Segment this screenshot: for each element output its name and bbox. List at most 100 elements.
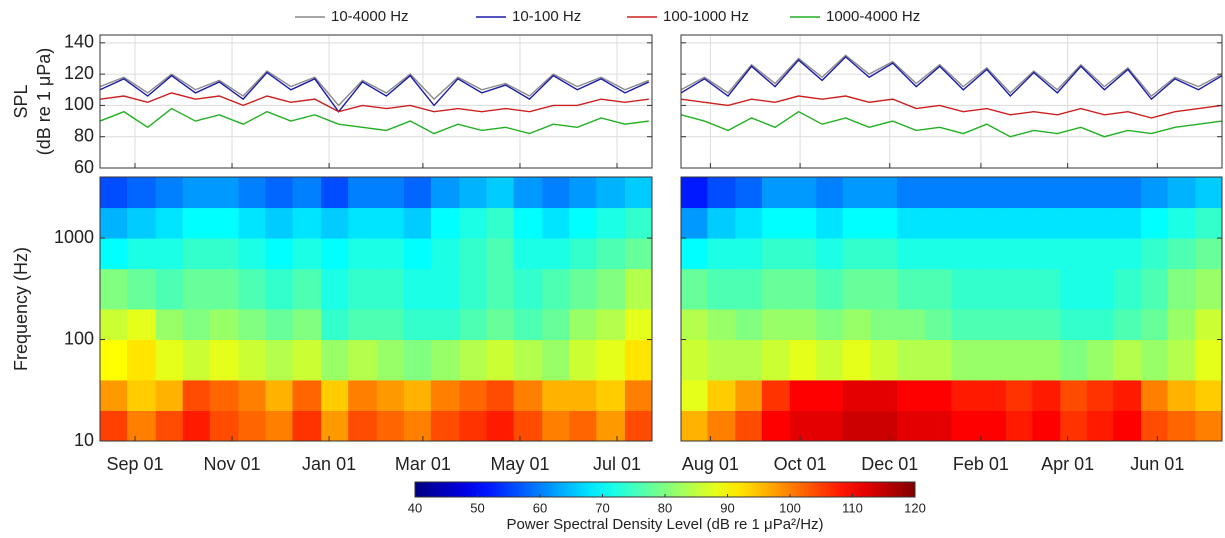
- heat-cell: [842, 207, 872, 239]
- y-axis-label: (dB re 1 μPa): [34, 48, 54, 155]
- heat-cell: [596, 268, 626, 310]
- x-tick-label: Jun 01: [1130, 454, 1184, 474]
- heat-cell: [265, 339, 293, 381]
- heat-cell: [870, 379, 898, 411]
- legend-label: 10-100 Hz: [512, 8, 581, 25]
- heat-cell: [569, 410, 597, 441]
- heat-cell: [430, 268, 461, 310]
- heat-cell: [1195, 207, 1222, 239]
- heat-cell: [842, 177, 872, 209]
- y-axis-label: SPL: [11, 84, 31, 118]
- heat-cell: [513, 309, 543, 341]
- heat-cell: [707, 177, 736, 209]
- heat-cell: [265, 207, 293, 239]
- heat-cell: [951, 207, 979, 239]
- heat-cell: [897, 207, 926, 239]
- heat-cell: [430, 339, 461, 381]
- heat-cell: [735, 309, 763, 341]
- heat-cell: [870, 207, 898, 239]
- heat-cell: [624, 268, 652, 310]
- heat-cell: [735, 238, 763, 270]
- heat-cell: [209, 379, 239, 411]
- heat-cell: [1032, 268, 1061, 310]
- series-line: [681, 55, 1222, 101]
- heat-cell: [155, 238, 184, 270]
- heat-cell: [1113, 379, 1142, 411]
- heat-cell: [1141, 410, 1169, 441]
- y-axis-label: Frequency (Hz): [11, 247, 31, 371]
- heat-cell: [182, 379, 211, 411]
- heat-cell: [127, 238, 157, 270]
- heat-cell: [624, 379, 652, 411]
- heat-cell: [596, 309, 626, 341]
- heat-cell: [1113, 207, 1142, 239]
- heat-cell: [403, 177, 432, 209]
- heat-cell: [681, 339, 708, 381]
- heat-cell: [321, 309, 349, 341]
- heat-cell: [155, 410, 184, 441]
- heat-cell: [925, 207, 952, 239]
- colorbar-tick-label: 40: [408, 500, 422, 515]
- heat-cell: [1195, 309, 1222, 341]
- heat-cell: [155, 207, 184, 239]
- heat-cell: [1032, 339, 1061, 381]
- heat-cell: [459, 177, 488, 209]
- heat-cell: [182, 309, 211, 341]
- x-tick-label: Jul 01: [593, 454, 641, 474]
- heat-cell: [1060, 238, 1088, 270]
- heat-cell: [542, 339, 570, 381]
- heat-cell: [100, 410, 128, 441]
- heat-cell: [1032, 207, 1061, 239]
- heat-cell: [513, 379, 543, 411]
- axes-frame: [99, 34, 653, 169]
- heat-cell: [596, 339, 626, 381]
- colorbar-tick-label: 60: [533, 500, 547, 515]
- heat-cell: [842, 309, 872, 341]
- heat-cell: [376, 207, 405, 239]
- heat-cell: [209, 339, 239, 381]
- heat-cell: [265, 268, 293, 310]
- heat-cell: [238, 339, 266, 381]
- heat-cell: [977, 339, 1007, 381]
- heat-cell: [1195, 268, 1222, 310]
- heat-cell: [127, 410, 157, 441]
- heat-cell: [1141, 339, 1169, 381]
- heat-cell: [542, 309, 570, 341]
- axes-frame: [680, 34, 1223, 169]
- heat-cell: [542, 238, 570, 270]
- heat-cell: [209, 268, 239, 310]
- heat-cell: [1005, 309, 1033, 341]
- heat-cell: [870, 177, 898, 209]
- heat-cell: [292, 309, 322, 341]
- colorbar-tick-label: 100: [779, 500, 801, 515]
- heat-cell: [681, 268, 708, 310]
- heat-cell: [403, 339, 432, 381]
- colorbar-tick-label: 50: [470, 500, 484, 515]
- series-line: [100, 70, 650, 107]
- heat-cell: [681, 410, 708, 441]
- heat-cell: [1167, 379, 1197, 411]
- heat-cell: [100, 379, 128, 411]
- heat-cell: [789, 339, 817, 381]
- heat-cell: [265, 309, 293, 341]
- heat-cell: [1005, 207, 1033, 239]
- heat-cell: [403, 268, 432, 310]
- heat-cell: [321, 268, 349, 310]
- heat-cell: [761, 410, 791, 441]
- heat-cell: [430, 177, 461, 209]
- heat-cell: [321, 238, 349, 270]
- y-tick-label: 10: [74, 430, 94, 450]
- heat-cell: [155, 268, 184, 310]
- heat-cell: [1167, 207, 1197, 239]
- x-tick-label: Mar 01: [395, 454, 451, 474]
- heat-cell: [624, 238, 652, 270]
- heat-cell: [542, 268, 570, 310]
- y-tick-label: 140: [64, 32, 94, 52]
- heat-cell: [209, 207, 239, 239]
- x-tick-label: May 01: [490, 454, 549, 474]
- colorbar-tick-label: 120: [904, 500, 926, 515]
- heat-cell: [348, 238, 378, 270]
- heat-cell: [376, 177, 405, 209]
- heat-cell: [925, 177, 952, 209]
- heat-cell: [513, 410, 543, 441]
